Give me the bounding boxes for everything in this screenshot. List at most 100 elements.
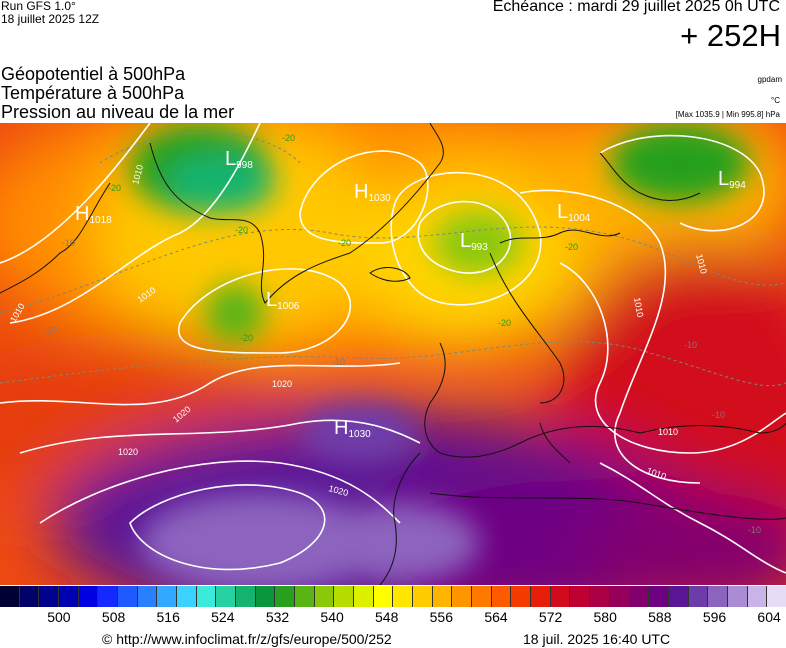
temperature-label: -10	[712, 410, 725, 420]
source-tag: gpdam	[757, 75, 782, 84]
temperature-unit: °C	[771, 96, 780, 105]
color-scale-label: 508	[101, 609, 126, 625]
temperature-contours	[0, 132, 786, 387]
title-pressure: Pression au niveau de la mer	[1, 102, 235, 122]
color-swatch	[550, 586, 571, 607]
pressure-range: [Max 1035.9 | Min 995.8] hPa	[675, 110, 780, 119]
color-scale-label: 532	[265, 609, 290, 625]
color-swatch	[747, 586, 768, 607]
color-swatch	[177, 586, 197, 607]
color-swatch	[314, 586, 335, 607]
color-swatch	[216, 586, 237, 607]
color-scale-label: 500	[47, 609, 71, 625]
color-swatch	[196, 586, 217, 607]
color-scale-label: 540	[320, 609, 344, 625]
color-swatch	[78, 586, 99, 607]
color-swatch	[590, 586, 610, 607]
color-swatch	[511, 586, 532, 607]
color-swatch	[472, 586, 492, 607]
isobar-label: 1010	[658, 427, 678, 437]
isobars	[0, 123, 786, 574]
color-swatch	[118, 586, 138, 607]
high-pressure-center: H1030	[334, 417, 371, 440]
title-temperature: Température à 500hPa	[1, 83, 185, 103]
low-pressure-center: L998	[225, 148, 253, 171]
color-swatch	[393, 586, 414, 607]
color-swatch	[413, 586, 433, 607]
color-swatch	[157, 586, 178, 607]
temperature-label: -10	[62, 238, 75, 248]
color-scale-label: 572	[538, 609, 563, 625]
low-pressure-center: L993	[460, 230, 488, 253]
color-scale-bar	[0, 586, 786, 607]
high-pressure-center: H1018	[75, 203, 112, 226]
color-swatch	[570, 586, 591, 607]
lead-time: + 252H	[680, 18, 781, 53]
low-pressure-center: L994	[718, 168, 746, 191]
color-swatch	[531, 586, 551, 607]
temperature-label: -10	[748, 525, 761, 535]
temperature-label: -20	[108, 183, 121, 193]
coastlines	[0, 123, 786, 585]
run-label: Run GFS 1.0°	[1, 0, 76, 13]
color-scale-label: 548	[375, 609, 399, 625]
color-swatch	[98, 586, 119, 607]
color-swatch	[491, 586, 512, 607]
color-swatch	[649, 586, 669, 607]
color-swatch	[708, 586, 728, 607]
color-swatch	[255, 586, 276, 607]
title-geopotential: Géopotentiel à 500hPa	[1, 64, 186, 84]
run-date: 18 juillet 2025 12Z	[1, 12, 100, 26]
temperature-label: -20	[498, 318, 511, 328]
color-scale-label: 588	[648, 609, 672, 625]
generation-timestamp: 18 juil. 2025 16:40 UTC	[523, 631, 671, 647]
isobar-label: 1020	[118, 447, 138, 457]
color-swatch	[236, 586, 256, 607]
high-pressure-center: H1030	[354, 181, 391, 204]
color-swatch	[688, 586, 709, 607]
color-swatch	[354, 586, 374, 607]
color-swatch	[727, 586, 748, 607]
color-swatch	[452, 586, 473, 607]
temperature-labels: -20 -20 -20 -20 -20 -20 -20 -10 -10 -10 …	[44, 133, 761, 535]
color-swatch	[767, 586, 786, 607]
color-swatch	[275, 586, 296, 607]
credit-url: © http://www.infoclimat.fr/z/gfs/europe/…	[102, 631, 392, 647]
color-scale-label: 580	[593, 609, 617, 625]
color-swatch	[295, 586, 315, 607]
isobar-label: 1020	[272, 379, 292, 389]
valid-time: Echéance : mardi 29 juillet 2025 0h UTC	[492, 0, 780, 15]
weather-map: L998 H1018 H1030 L993 L1004 L994 L1006 H…	[0, 123, 786, 585]
low-pressure-center: L1006	[266, 289, 300, 312]
color-swatch	[373, 586, 394, 607]
color-swatch	[629, 586, 650, 607]
low-pressure-center: L1004	[557, 201, 591, 224]
color-swatch	[432, 586, 453, 607]
color-swatch	[609, 586, 630, 607]
temperature-label: -20	[240, 333, 253, 343]
color-scale-label: 604	[757, 609, 781, 625]
geopotential-field	[0, 123, 786, 585]
temperature-label: -10	[684, 340, 697, 350]
color-scale-label: 524	[211, 609, 235, 625]
color-scale-label: 556	[429, 609, 453, 625]
color-scale-label: 516	[156, 609, 180, 625]
isobar-label: 1010	[632, 297, 645, 318]
temperature-label: -20	[565, 242, 578, 252]
color-swatch	[59, 586, 79, 607]
color-scale-label: 564	[484, 609, 508, 625]
temperature-label: -20	[282, 133, 295, 143]
color-swatch	[39, 586, 60, 607]
color-swatch	[19, 586, 40, 607]
color-scale-label: 596	[702, 609, 727, 625]
color-swatch	[334, 586, 355, 607]
temperature-label: -20	[338, 238, 351, 248]
color-swatch	[668, 586, 689, 607]
temperature-label: -10	[332, 357, 345, 367]
temperature-label: -20	[235, 225, 248, 235]
pressure-centers: L998 H1018 H1030 L993 L1004 L994 L1006 H…	[75, 148, 746, 440]
temperature-label: -10	[44, 325, 57, 335]
color-swatch	[137, 586, 158, 607]
color-swatch	[0, 586, 20, 607]
color-scale-labels: 500 508 516 524 532 540 548 556 564 572 580 588 596 6…	[0, 609, 786, 629]
